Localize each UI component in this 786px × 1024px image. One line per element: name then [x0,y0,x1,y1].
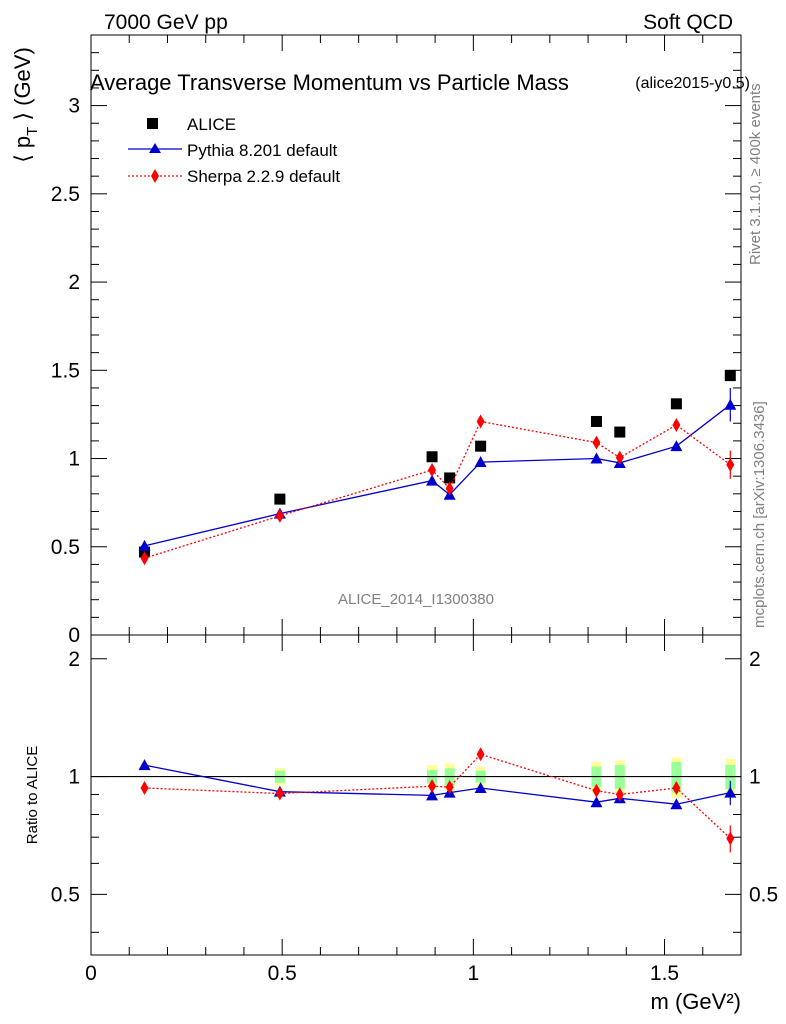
ratio-band-stat [671,761,682,793]
x-tick-label: 0 [85,962,97,985]
main-pythia-point [138,539,151,551]
main-sherpa-point [615,450,624,465]
ratio-sherpa-point [476,747,485,762]
main-sherpa-line [144,420,731,559]
main-alice-point [614,426,626,438]
main-y-tick-label: 2.5 [51,183,80,206]
chart-title: Average Transverse Momentum vs Particle … [90,70,569,95]
main-pythia-point [724,398,737,410]
legend-pythia-label: Pythia 8.201 default [187,141,338,160]
main-alice-point [475,440,487,452]
main-alice-point [724,370,736,382]
main-y-tick-label: 0.5 [51,536,80,559]
ratio-sherpa-point [140,780,149,795]
chart-subtitle: (alice2015-y0.5) [635,75,750,92]
ratio-sherpa-point [275,786,284,801]
main-y-tick-label: 1 [68,448,80,471]
main-sherpa-point [445,481,454,496]
main-y-tick-label: 1.5 [51,359,80,382]
ratio-pythia-point [426,789,439,801]
ratio-pythia-point [724,786,737,798]
y-label-open: ⟨ p [10,136,35,163]
main-sherpa-point [592,435,601,450]
main-alice-point [426,451,438,463]
ratio-sherpa-point [445,780,454,795]
ratio-y-tick-label-right: 1 [749,766,761,789]
legend-sherpa-marker [151,169,159,183]
y-label-sub: T [24,127,41,136]
rivet-note: Rivet 3.1.10, ≥ 400k events [747,83,764,265]
ratio-axis-ticks [90,635,742,955]
main-sherpa-point [672,418,681,432]
x-tick-labels: 0 0.5 1 1.5 [85,962,679,985]
ratio-sherpa-point [726,831,735,846]
ratio-pythia-point [590,796,603,808]
main-sherpa-point [476,414,485,429]
ratio-sherpa-point [615,787,624,802]
ratio-y-tick-label-right: 2 [749,648,761,671]
main-pythia-point [670,440,683,452]
analysis-id: ALICE_2014_I1300380 [338,591,494,608]
header-right: Soft QCD [643,11,733,34]
legend-alice-label: ALICE [187,115,236,134]
main-y-tick-labels: 0.5 1 1.5 2 2.5 3 0 [51,95,80,647]
main-pythia-point [426,474,439,486]
ratio-y-tick-label-left: 1 [68,766,80,789]
x-tick-label: 1 [468,962,480,985]
ratio-sherpa-line [144,753,731,839]
mcplots-note: mcplots.cern.ch [arXiv:1306.3436] [751,401,768,628]
main-panel: 0.5 1 1.5 2 2.5 3 0 Average Transverse Momentu… [10,34,768,647]
ratio-frame [90,634,742,956]
ratio-y-tick-label-left: 0.5 [51,883,80,906]
ratio-y-tick-label-right: 0.5 [749,883,778,906]
main-alice-point [590,415,602,427]
x-tick-label: 1.5 [650,962,679,985]
y-label-close: ⟩ (GeV) [10,47,35,126]
ratio-sherpa-point [592,783,601,798]
ratio-uncertainty-bands [91,757,741,799]
legend: ALICE Pythia 8.201 default Sherpa 2.2.9 … [128,115,340,186]
main-alice-point [670,398,682,410]
main-alice-point [444,472,456,484]
ratio-series-layer [138,747,737,853]
main-y-tick-label: 3 [68,95,80,118]
ratio-pythia-line [144,764,731,805]
svg-text:⟨ pT ⟩ (GeV): ⟨ pT ⟩ (GeV) [10,47,41,163]
main-axis-ticks [90,34,742,636]
ratio-y-tick-label-left: 2 [68,648,80,671]
ratio-pythia-point [670,798,683,810]
ratio-pythia-point [138,759,151,771]
main-pythia-point [474,456,487,468]
x-axis-label: m (GeV²) [651,989,741,1014]
header-left: 7000 GeV pp [104,11,228,34]
main-series-layer [138,370,737,566]
ratio-y-axis-label: Ratio to ALICE [24,746,41,844]
legend-alice-marker [147,118,158,129]
legend-pythia-marker [149,143,161,153]
legend-sherpa-label: Sherpa 2.2.9 default [187,167,340,186]
ratio-y-tick-labels: 0.5 0.5 1 1 2 2 [51,648,778,907]
main-y-axis-label: ⟨ pT ⟩ (GeV) [10,47,41,163]
main-alice-point [274,493,286,505]
ratio-pythia-point [474,781,487,793]
main-sherpa-point [140,551,149,566]
main-sherpa-point [275,508,284,523]
ratio-sherpa-point [428,779,437,794]
main-sherpa-point [726,457,735,472]
ratio-panel: 0.5 0.5 1 1 2 2 0 0.5 1 1.5 Ratio to ALICE m (Ge… [24,634,778,1014]
x-tick-label: 0.5 [268,962,297,985]
main-y-tick-label-zero: 0 [68,624,80,647]
main-pythia-point [590,452,603,464]
ratio-sherpa-point [672,780,681,795]
main-sherpa-point [428,463,437,477]
main-y-tick-label: 2 [68,271,80,294]
